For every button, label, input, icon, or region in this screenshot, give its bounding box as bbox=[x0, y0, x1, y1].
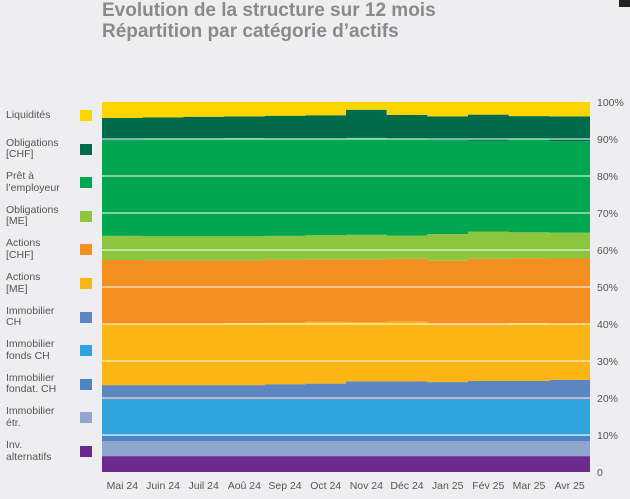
legend-swatch bbox=[80, 446, 92, 457]
corner-mark bbox=[619, 0, 630, 7]
legend-label: Immobilier fondat. CH bbox=[6, 371, 57, 396]
legend-item: Immobilier fondat. CH bbox=[6, 371, 98, 403]
area-series-9 bbox=[102, 109, 590, 142]
area-series-3 bbox=[102, 399, 590, 436]
legend-swatch bbox=[80, 378, 92, 390]
legend-item: Prêt à l’employeur bbox=[6, 170, 98, 201]
x-tick-label: Juin 24 bbox=[146, 480, 180, 492]
legend-item: Obligations [ME] bbox=[6, 203, 98, 235]
y-tick-label: 80% bbox=[597, 171, 618, 183]
chart-title: Evolution de la structure sur 12 mois bbox=[102, 0, 436, 21]
x-tick-label: Juil 24 bbox=[188, 480, 219, 492]
chart-title-block: Evolution de la structure sur 12 mois Ré… bbox=[102, 0, 436, 42]
legend-item: Immobilier fonds CH bbox=[6, 338, 98, 369]
area-series-5 bbox=[102, 321, 590, 386]
y-tick-label: 10% bbox=[597, 430, 618, 442]
legend-item: Obligations [CHF] bbox=[6, 136, 98, 168]
x-tick-label: Oct 24 bbox=[310, 480, 341, 492]
legend-label: Liquidités bbox=[6, 109, 51, 121]
legend-swatch bbox=[80, 278, 92, 289]
legend-label: Actions [ME] bbox=[6, 271, 41, 295]
x-tick-label: Mar 25 bbox=[513, 480, 546, 492]
legend-swatch bbox=[80, 412, 92, 424]
legend-label: Immobilier CH bbox=[6, 304, 55, 329]
y-tick-label: 60% bbox=[597, 245, 618, 257]
legend-label: Immobilier fonds CH bbox=[6, 338, 55, 362]
area-series-6 bbox=[102, 258, 590, 325]
x-tick-label: Aoû 24 bbox=[228, 480, 261, 492]
area-series-4 bbox=[102, 379, 590, 400]
y-tick-label: 50% bbox=[597, 282, 618, 294]
legend-item: Immobilier CH bbox=[6, 304, 98, 336]
y-tick-label: 30% bbox=[597, 356, 618, 368]
legend-label: Immobilier étr. bbox=[6, 405, 55, 429]
area-series-2 bbox=[102, 435, 590, 442]
legend-swatch bbox=[80, 311, 92, 323]
legend-swatch bbox=[80, 177, 92, 189]
area-series-7 bbox=[102, 231, 590, 261]
legend-label: Obligations [ME] bbox=[6, 203, 59, 228]
y-tick-label: 100% bbox=[597, 97, 624, 109]
y-tick-label: 0 bbox=[597, 467, 603, 479]
x-tick-label: Nov 24 bbox=[350, 480, 383, 492]
legend-swatch bbox=[80, 345, 92, 357]
legend-swatch bbox=[80, 143, 92, 155]
legend-swatch bbox=[80, 244, 92, 256]
legend-label: Obligations [CHF] bbox=[6, 136, 59, 161]
x-tick-label: Mai 24 bbox=[107, 480, 139, 492]
legend-label: Inv. alternatifs bbox=[6, 439, 52, 463]
legend-item: Actions [CHF] bbox=[6, 238, 98, 268]
legend-item: Immobilier étr. bbox=[6, 406, 98, 436]
x-tick-label: Jan 25 bbox=[432, 480, 464, 492]
legend-item: Inv. alternatifs bbox=[6, 439, 98, 470]
legend-swatch bbox=[80, 210, 92, 222]
area-series-8 bbox=[102, 137, 590, 237]
area-series-1 bbox=[102, 441, 590, 457]
chart-subtitle: Répartition par catégorie d’actifs bbox=[102, 21, 399, 42]
legend-item: Actions [ME] bbox=[6, 271, 98, 302]
legend-item: Liquidités bbox=[6, 104, 98, 134]
legend-label: Prêt à l’employeur bbox=[6, 170, 60, 194]
legend-label: Actions [CHF] bbox=[6, 237, 41, 261]
legend-swatch bbox=[80, 110, 92, 121]
x-tick-label: Fév 25 bbox=[472, 480, 504, 492]
x-tick-label: Avr 25 bbox=[555, 480, 585, 492]
area-series-10 bbox=[102, 102, 590, 118]
x-tick-label: Sep 24 bbox=[268, 480, 301, 492]
area-series-0 bbox=[102, 456, 590, 472]
y-tick-label: 20% bbox=[597, 393, 618, 405]
y-tick-label: 90% bbox=[597, 134, 618, 146]
y-tick-label: 70% bbox=[597, 208, 618, 220]
y-tick-label: 40% bbox=[597, 319, 618, 331]
x-tick-label: Déc 24 bbox=[390, 480, 423, 492]
